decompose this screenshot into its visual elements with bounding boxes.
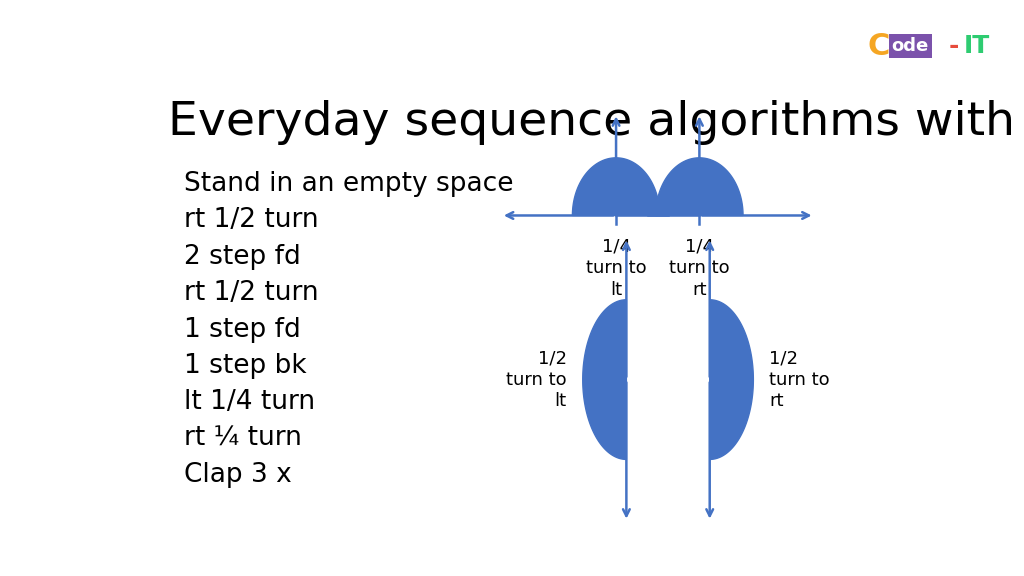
Text: 1 step fd: 1 step fd	[183, 317, 300, 343]
Text: Everyday sequence algorithms with movement: Everyday sequence algorithms with moveme…	[168, 100, 1024, 145]
Text: Stand in an empty space: Stand in an empty space	[183, 171, 513, 197]
Polygon shape	[583, 300, 627, 460]
Text: -: -	[949, 34, 959, 58]
Text: lt 1/4 turn: lt 1/4 turn	[183, 389, 314, 415]
Text: C: C	[867, 32, 890, 60]
Text: 1/4
turn to
lt: 1/4 turn to lt	[586, 238, 646, 299]
Polygon shape	[710, 300, 754, 460]
Polygon shape	[655, 158, 743, 215]
Text: 1 step bk: 1 step bk	[183, 353, 306, 379]
Text: rt ¼ turn: rt ¼ turn	[183, 426, 301, 452]
Text: 1/4
turn to
rt: 1/4 turn to rt	[669, 238, 730, 299]
Text: 1/2
turn to
rt: 1/2 turn to rt	[769, 349, 829, 410]
Text: rt 1/2 turn: rt 1/2 turn	[183, 207, 318, 233]
Text: Clap 3 x: Clap 3 x	[183, 462, 291, 488]
Text: rt 1/2 turn: rt 1/2 turn	[183, 281, 318, 306]
Text: IT: IT	[964, 34, 989, 58]
Text: 1/2
turn to
lt: 1/2 turn to lt	[506, 349, 567, 410]
Text: ode: ode	[892, 37, 929, 55]
Polygon shape	[572, 158, 659, 215]
Text: 2 step fd: 2 step fd	[183, 244, 300, 270]
